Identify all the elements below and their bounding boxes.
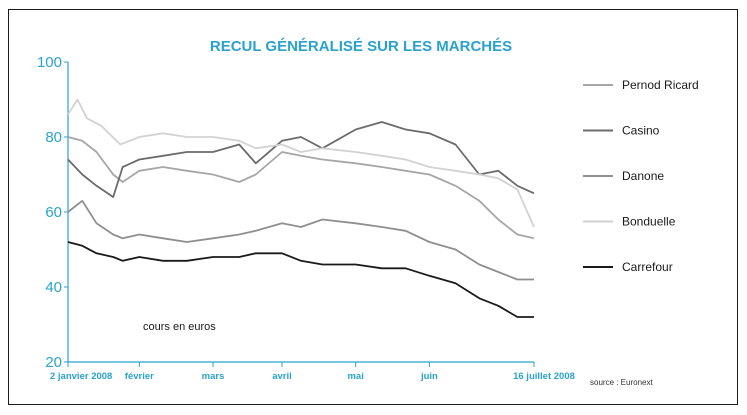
y-tick-label: 20	[45, 354, 62, 371]
legend-label: Bonduelle	[622, 215, 676, 229]
x-tick-label: mars	[202, 371, 225, 382]
x-tick-label: 2 janvier 2008	[50, 371, 112, 382]
chart-title: RECUL GÉNÉRALISÉ SUR LES MARCHÉS	[210, 38, 512, 55]
y-tick-label: 80	[45, 129, 62, 146]
x-tick-label: juin	[420, 371, 438, 382]
series-line-casino	[67, 121, 535, 198]
unit-note: cours en euros	[143, 321, 216, 333]
x-tick-label: 16 juillet 2008	[513, 371, 575, 382]
chart-frame	[8, 9, 738, 405]
legend: Pernod Ricard Casino Danone Bonduelle Carref…	[583, 78, 699, 274]
legend-label: Carrefour	[622, 260, 673, 274]
series-line-danone	[67, 199, 534, 281]
source-note: source : Euronext	[590, 378, 653, 387]
x-tick-label: février	[125, 371, 154, 382]
y-tick-label: 40	[45, 279, 62, 296]
y-tick-label: 60	[45, 204, 62, 221]
series-line-carrefour	[67, 241, 534, 318]
series-line-bonduelle	[67, 98, 535, 228]
legend-label: Pernod Ricard	[622, 78, 699, 92]
x-tick-label: avril	[272, 371, 292, 382]
y-tick-label: 100	[37, 54, 62, 71]
legend-label: Casino	[622, 124, 660, 138]
series-lines	[67, 98, 535, 318]
legend-label: Danone	[622, 169, 664, 183]
axes: 20 40 60 80 100 2 janvier 2008 février mars avri…	[37, 54, 575, 382]
x-tick-label: mai	[347, 371, 363, 382]
